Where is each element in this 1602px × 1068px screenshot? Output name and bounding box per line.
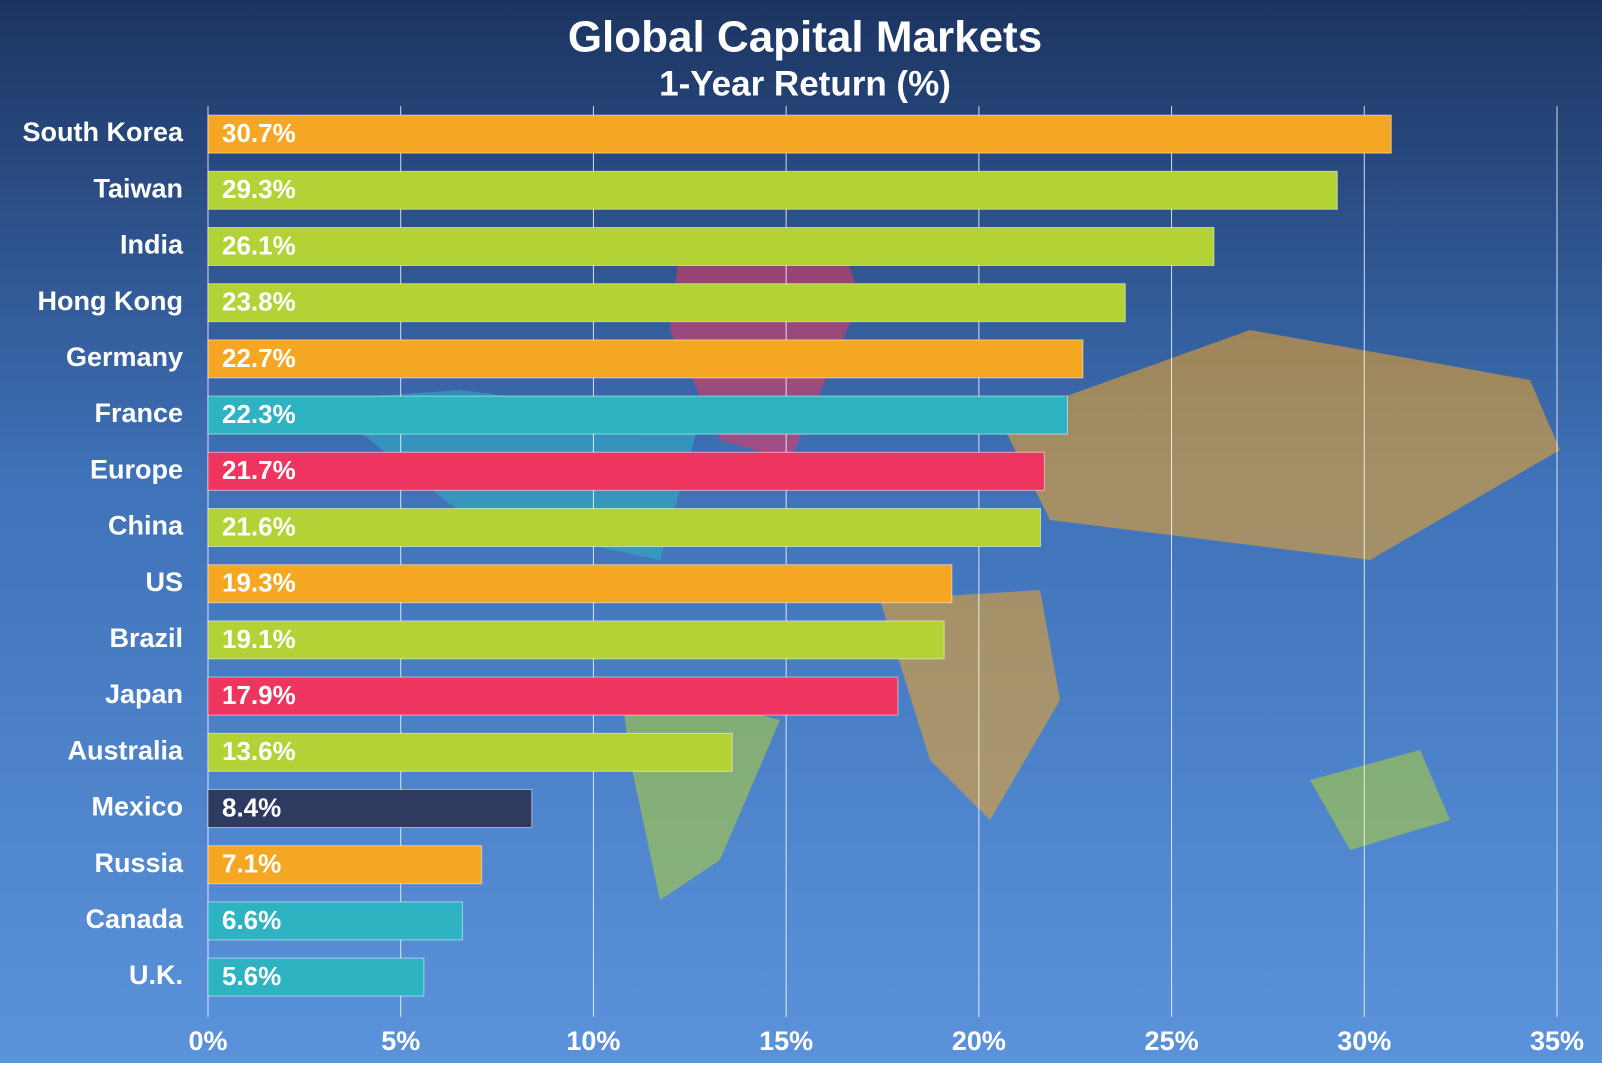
y-tick-label: India	[120, 230, 184, 260]
value-label: 29.3%	[222, 174, 296, 204]
y-tick-label: Japan	[105, 679, 183, 709]
value-label: 8.4%	[222, 792, 281, 822]
y-tick-label: China	[108, 511, 184, 541]
y-tick-label: U.K.	[129, 960, 183, 990]
bar	[207, 676, 899, 716]
bar	[207, 451, 1045, 491]
bar	[207, 732, 733, 772]
value-label: 6.6%	[222, 905, 281, 935]
x-tick-label: 5%	[381, 1026, 420, 1056]
bar	[207, 227, 1215, 266]
bar	[207, 901, 463, 941]
value-label: 7.1%	[222, 849, 281, 879]
chart-subtitle: 1-Year Return (%)	[659, 64, 951, 103]
x-tick-label: 20%	[952, 1026, 1006, 1056]
bar	[207, 339, 1084, 379]
y-tick-label: Europe	[90, 454, 183, 484]
y-tick-label: Mexico	[91, 792, 183, 822]
value-label: 17.9%	[222, 680, 296, 710]
x-tick-label: 35%	[1530, 1026, 1584, 1056]
value-label: 19.3%	[222, 568, 296, 598]
y-tick-label: France	[94, 398, 183, 428]
value-label: 22.7%	[222, 343, 296, 373]
bar	[207, 283, 1126, 323]
bar	[207, 789, 533, 828]
y-tick-label: Australia	[67, 735, 184, 765]
y-tick-label: US	[145, 567, 183, 597]
bar	[207, 170, 1338, 210]
value-label: 30.7%	[222, 118, 296, 148]
value-label: 19.1%	[222, 624, 296, 654]
value-label: 22.3%	[222, 399, 296, 429]
bar	[207, 620, 945, 660]
x-tick-label: 30%	[1337, 1026, 1391, 1056]
bar	[207, 395, 1069, 435]
y-tick-label: Taiwan	[93, 173, 183, 203]
value-label: 13.6%	[222, 736, 296, 766]
y-tick-label: Russia	[94, 848, 184, 878]
value-label: 23.8%	[222, 287, 296, 317]
y-tick-label: South Korea	[22, 117, 183, 147]
value-label: 5.6%	[222, 961, 281, 991]
bar	[207, 508, 1042, 547]
value-label: 26.1%	[222, 230, 296, 260]
chart-title: Global Capital Markets	[568, 13, 1042, 62]
y-tick-label: Germany	[66, 342, 183, 372]
bar	[207, 114, 1392, 154]
bar	[207, 845, 483, 885]
y-tick-label: Brazil	[109, 623, 183, 653]
x-tick-label: 15%	[759, 1026, 813, 1056]
y-tick-label: Hong Kong	[38, 286, 183, 316]
x-tick-label: 0%	[188, 1026, 227, 1056]
value-label: 21.6%	[222, 511, 296, 541]
x-tick-label: 10%	[566, 1026, 620, 1056]
x-tick-label: 25%	[1145, 1026, 1199, 1056]
value-label: 21.7%	[222, 455, 296, 485]
bar	[207, 564, 953, 604]
y-tick-label: Canada	[85, 904, 184, 934]
bar	[207, 957, 425, 997]
